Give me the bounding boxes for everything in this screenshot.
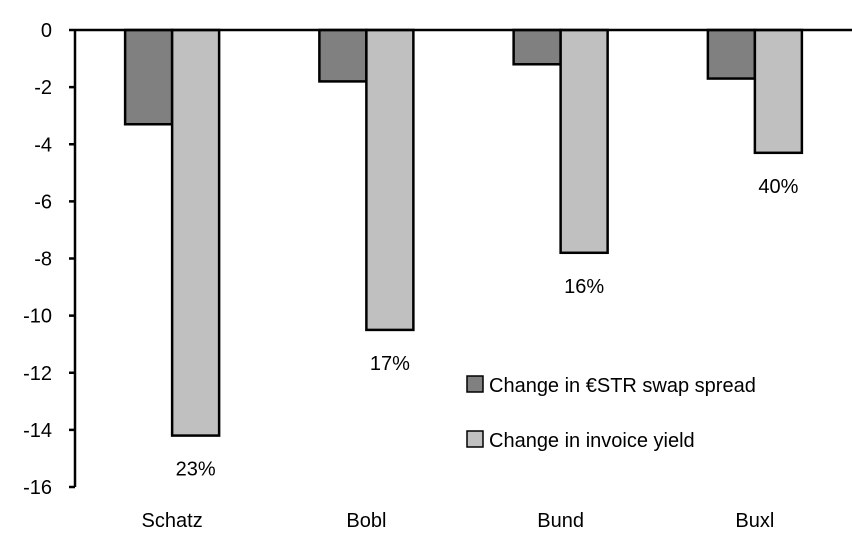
legend: Change in €STR swap spread Change in invo…	[466, 375, 756, 452]
bar-bobl-series-1	[318, 28, 368, 83]
bar-buxl-series-2	[753, 28, 804, 155]
data-label: 40%	[758, 176, 798, 198]
y-tick-label: -12	[23, 363, 52, 385]
data-label: 16%	[564, 276, 604, 298]
y-tick-label: -10	[23, 306, 52, 328]
y-tick-label: -16	[23, 477, 52, 499]
legend-swatch	[466, 430, 484, 448]
bar-bobl-series-2	[365, 28, 415, 332]
bar-bund-series-1	[512, 28, 562, 66]
x-tick-label: Bobl	[346, 510, 386, 532]
y-tick-label: -14	[23, 420, 52, 442]
y-tick-label: -8	[34, 249, 52, 271]
bar-buxl-series-1	[706, 28, 757, 80]
bar-schatz-series-2	[170, 28, 221, 437]
y-tick-label: -2	[34, 77, 52, 99]
bar-schatz-series-1	[123, 28, 174, 126]
x-tick-label: Bund	[537, 510, 584, 532]
x-tick-label: Schatz	[142, 510, 203, 532]
legend-label: Change in invoice yield	[489, 430, 695, 452]
legend-label: Change in €STR swap spread	[489, 375, 756, 397]
legend-swatch	[466, 375, 484, 393]
data-label: 23%	[176, 459, 216, 481]
y-tick-label: -4	[34, 134, 52, 156]
bar-bund-series-2	[559, 28, 609, 255]
data-label: 17%	[370, 353, 410, 375]
x-tick-label: Buxl	[735, 510, 774, 532]
y-tick-label: -6	[34, 191, 52, 213]
y-tick-label: 0	[41, 20, 52, 42]
